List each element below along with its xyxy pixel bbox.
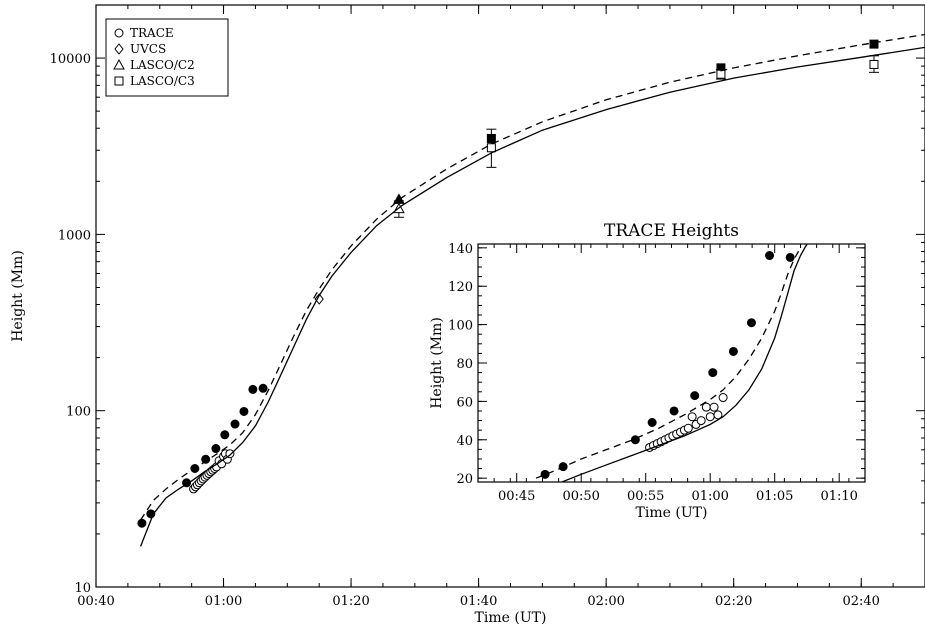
square-point [869, 39, 879, 49]
x-tick-label: 00:50 [562, 489, 599, 504]
y-tick-label: 40 [456, 434, 473, 449]
circle-point [230, 419, 240, 429]
x-tick-label: 01:40 [460, 594, 497, 609]
circle-point [718, 393, 728, 403]
x-tick-label: 01:00 [205, 594, 242, 609]
circle-point [683, 423, 693, 433]
x-tick-label: 02:40 [842, 594, 879, 609]
x-tick-label: 00:45 [498, 489, 535, 504]
y-tick-label: 120 [448, 280, 473, 295]
legend-triangle-marker [113, 58, 125, 70]
x-axis-label: Time (UT) [636, 505, 708, 521]
x-tick-label: 02:00 [587, 594, 624, 609]
circle-point [647, 418, 657, 427]
legend-square-marker [114, 76, 124, 86]
legend-label: LASCO/C3 [130, 74, 195, 88]
circle-point [687, 412, 697, 422]
circle-point [705, 412, 715, 422]
solid-fit-curve [139, 46, 925, 547]
circle-point [220, 430, 230, 440]
circle-point [708, 368, 718, 378]
legend-label: LASCO/C2 [130, 58, 195, 72]
x-tick-label: 02:20 [715, 594, 752, 609]
legend-box [105, 18, 229, 97]
y-axis-label: Height (Mm) [429, 317, 445, 409]
y-tick-label: 10 [74, 581, 91, 596]
solid-fit-curve [561, 244, 808, 482]
circle-point [669, 406, 679, 416]
x-tick-label: 00:55 [627, 489, 664, 504]
main-plot: 00:40 01:00 01:20 01:40 02:00 02:20 02:40 10 100… [10, 4, 925, 626]
circle-point [690, 391, 700, 401]
x-tick-label: 01:10 [820, 489, 857, 504]
series-group [137, 33, 925, 547]
circle-point [746, 318, 756, 328]
x-tick-label: 01:05 [756, 489, 793, 504]
y-tick-label: 80 [456, 357, 473, 372]
x-tick-label: 01:20 [332, 594, 369, 609]
legend-label: UVCS [130, 42, 166, 56]
square-point [869, 59, 879, 69]
y-tick-label: 60 [456, 395, 473, 410]
inset-title: TRACE Heights [604, 221, 739, 241]
circle-point [709, 402, 719, 412]
circle-point [239, 406, 249, 416]
circle-point [540, 469, 550, 479]
inset-plot: 00:45 00:50 00:55 01:00 01:05 01:10 20 40 60 80 10… [429, 221, 866, 521]
series-group [535, 244, 808, 482]
circle-point [258, 383, 268, 393]
y-tick-label: 100 [66, 405, 91, 420]
x-tick-label: 01:00 [691, 489, 728, 504]
y-tick-label: 100 [448, 319, 473, 334]
square-point [486, 143, 496, 153]
legend-label: TRACE [130, 26, 174, 40]
diamond-point [314, 293, 324, 305]
circle-point [211, 444, 221, 454]
circle-point [201, 454, 211, 464]
circle-point [713, 410, 723, 420]
y-axis-label: Height (Mm) [10, 250, 26, 342]
x-tick-label: 00:40 [77, 594, 114, 609]
inset-background [478, 244, 865, 482]
dashed-fit-curve [535, 247, 802, 479]
circle-point [696, 416, 706, 426]
y-tick-label: 10000 [50, 52, 91, 67]
x-axis-label: Time (UT) [475, 610, 547, 626]
legend-circle-marker [114, 28, 124, 38]
circle-point [765, 251, 775, 261]
circle-point [137, 518, 147, 528]
y-tick-label: 1000 [58, 228, 91, 243]
circle-point [248, 384, 258, 394]
circle-point [728, 346, 738, 356]
y-tick-label: 140 [448, 242, 473, 257]
circle-point [785, 252, 795, 262]
circle-point [701, 402, 711, 412]
legend-diamond-marker [114, 43, 124, 55]
legend: TRACE UVCS LASCO/C2 LASCO/C3 [105, 18, 229, 97]
y-tick-label: 20 [456, 472, 473, 487]
